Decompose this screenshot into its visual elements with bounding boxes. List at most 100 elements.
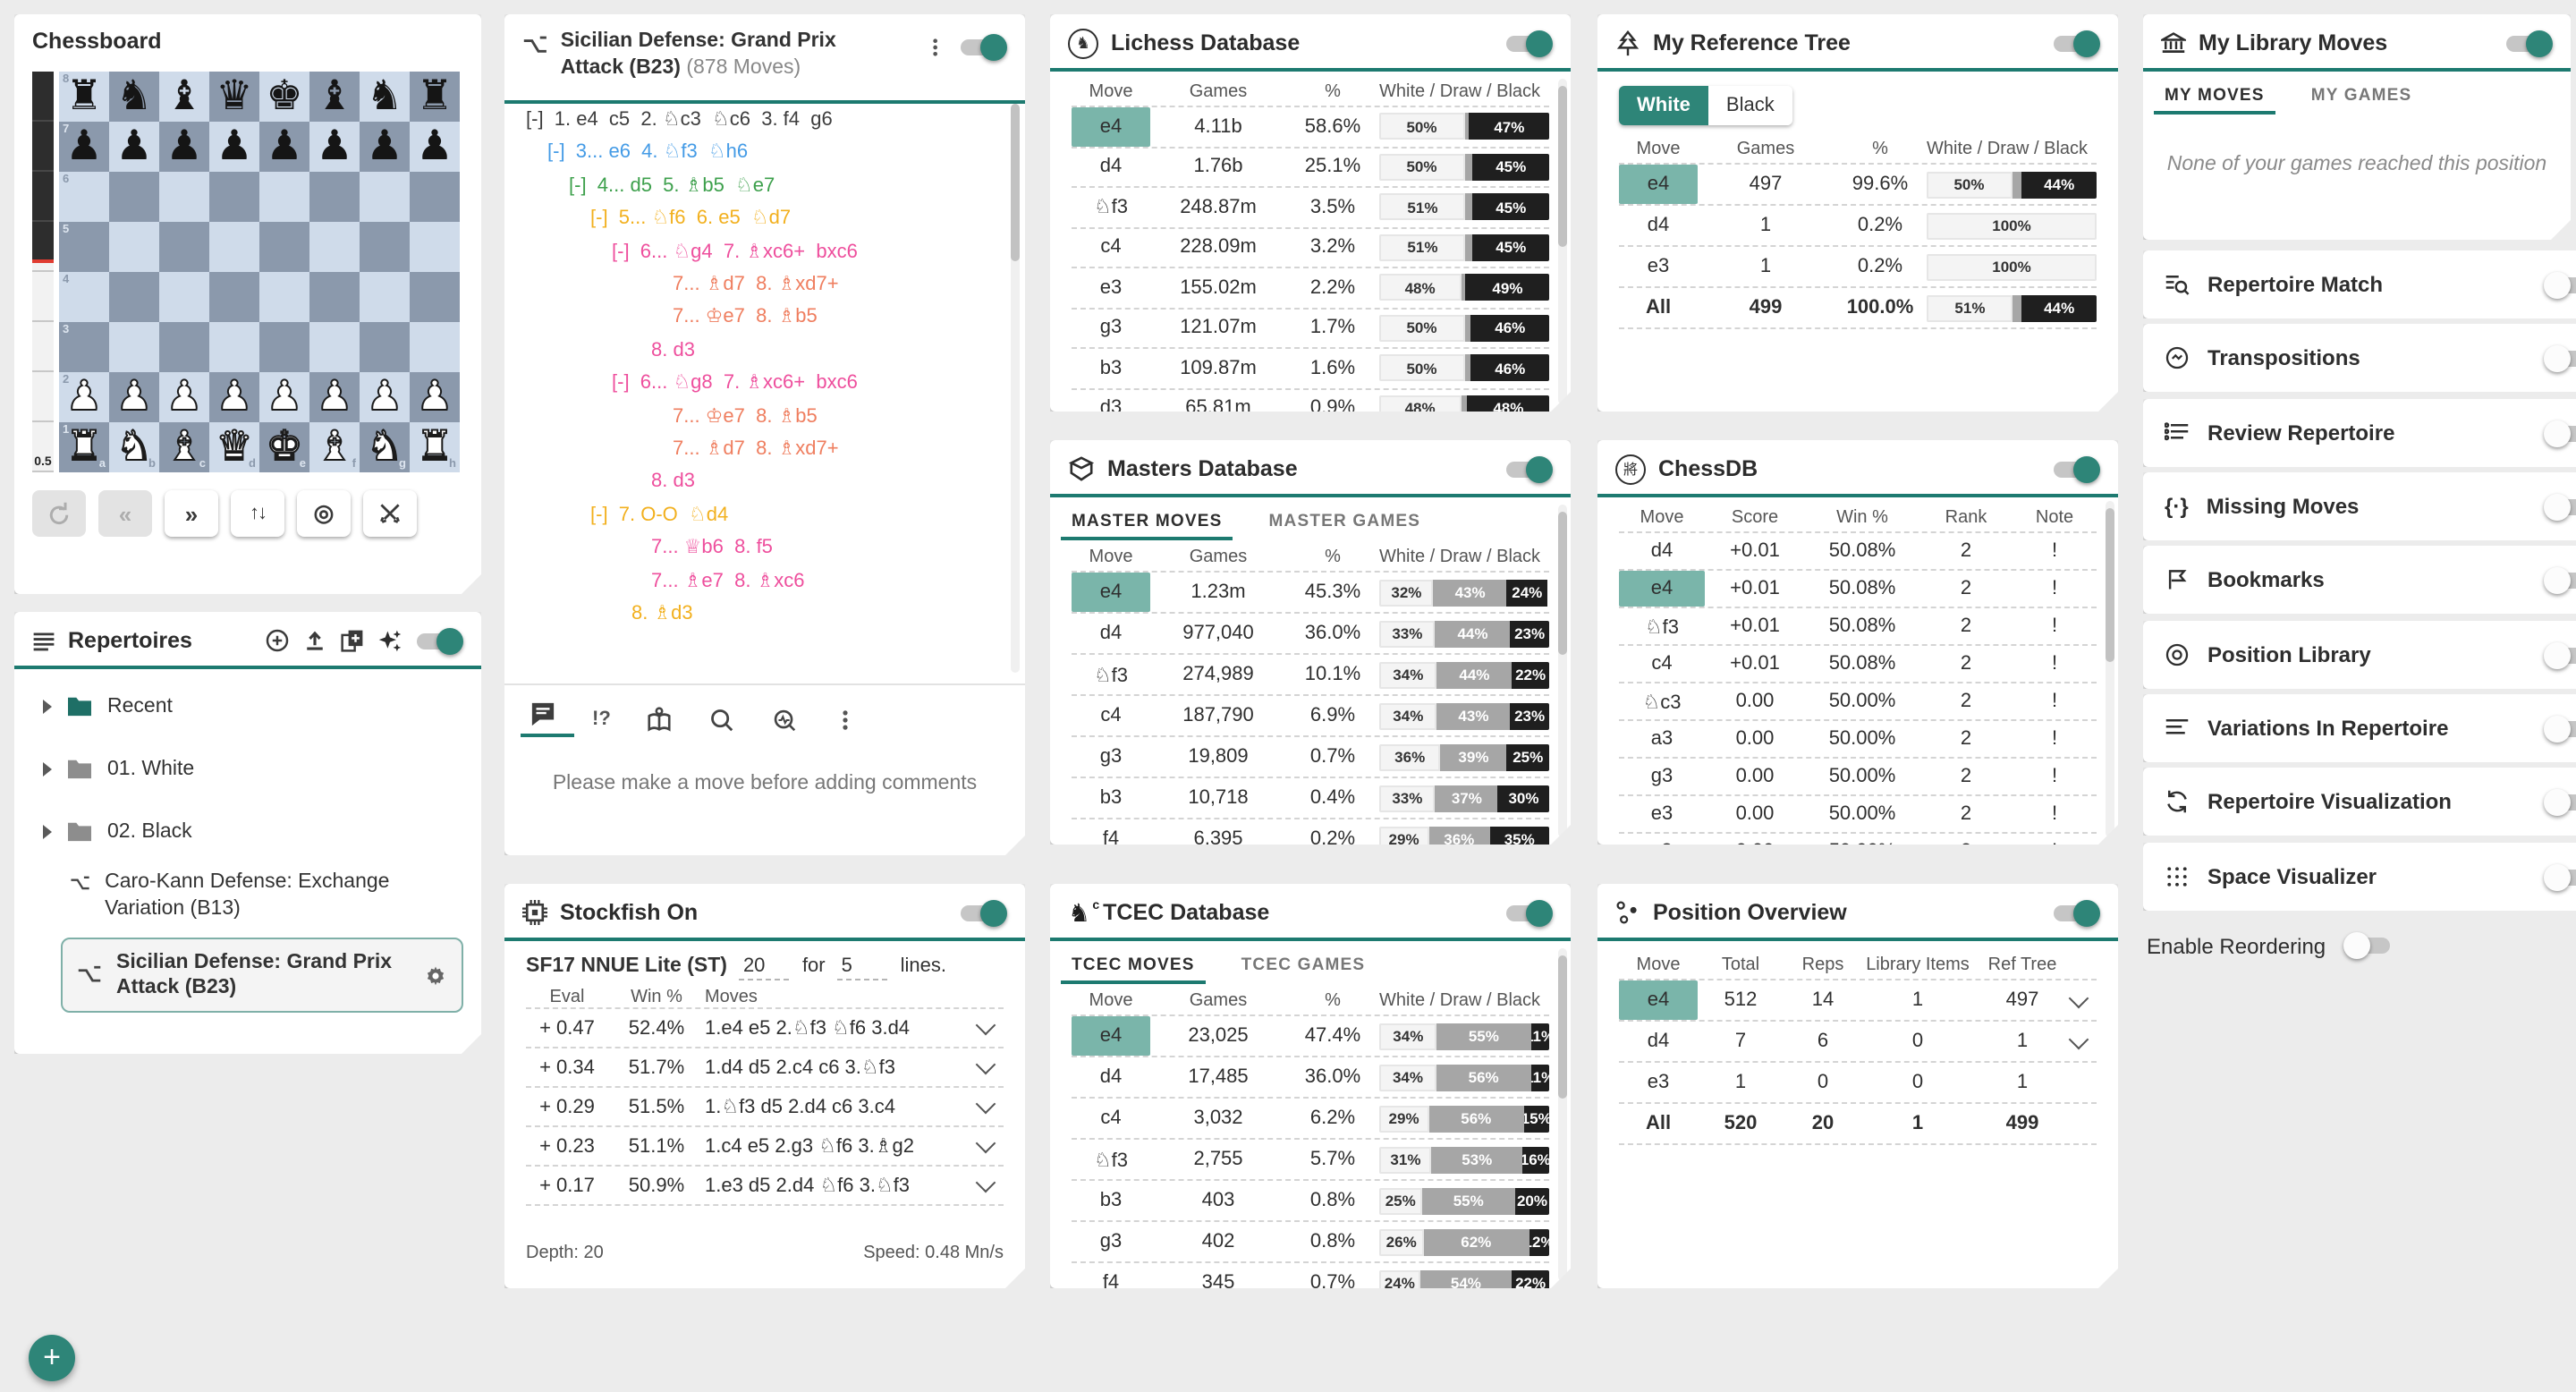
- annotation-tab[interactable]: !?: [592, 709, 611, 730]
- square-a6[interactable]: 6: [59, 172, 109, 222]
- tab-master-moves[interactable]: MASTER MOVES: [1072, 512, 1223, 540]
- square-b7[interactable]: ♟: [109, 122, 159, 172]
- scrollbar-thumb[interactable]: [1011, 104, 1020, 261]
- square-b6[interactable]: [109, 172, 159, 222]
- square-g2[interactable]: ♟: [360, 372, 410, 422]
- sidebar-item-black[interactable]: 02. Black: [43, 819, 192, 843]
- square-g6[interactable]: [360, 172, 410, 222]
- move-row[interactable]: b3 109.87m 1.6% 50% 46%: [1072, 349, 1549, 389]
- expand-chevron-icon[interactable]: [976, 1094, 996, 1115]
- square-f2[interactable]: ♟: [309, 372, 360, 422]
- learn-tab[interactable]: [647, 706, 674, 733]
- engine-line[interactable]: + 0.34 51.7% 1.d4 d5 2.c4 c6 3.♘f3: [526, 1048, 1004, 1088]
- square-g3[interactable]: [360, 322, 410, 372]
- card-position-library[interactable]: Position Library: [2143, 621, 2576, 689]
- move-row[interactable]: e4 4.11b 58.6% 50% 47%: [1072, 106, 1549, 148]
- square-c1[interactable]: ♝ c: [159, 422, 209, 472]
- move-row[interactable]: d4 +0.01 50.08% 2!: [1619, 531, 2097, 571]
- card-transpositions[interactable]: Transpositions: [2143, 324, 2576, 392]
- square-b2[interactable]: ♟: [109, 372, 159, 422]
- depth-input[interactable]: 20: [740, 955, 790, 980]
- tab-my-moves[interactable]: MY MOVES: [2165, 86, 2265, 115]
- square-a4[interactable]: 4: [59, 272, 109, 322]
- tree-line[interactable]: 7... ♕b6 8. f5: [651, 537, 773, 559]
- tree-line[interactable]: 7... ♗d7 8. ♗xd7+: [673, 438, 839, 461]
- transpositions-toggle[interactable]: [2544, 344, 2576, 371]
- menu-icon[interactable]: [32, 629, 55, 652]
- square-e7[interactable]: ♟: [259, 122, 309, 172]
- expand-chevron-icon[interactable]: [2069, 988, 2089, 1008]
- tree-line[interactable]: [-] 1. e4 c5 2. ♘c3 ♘c6 3. f4 g6: [526, 109, 833, 131]
- space-visualizer-toggle[interactable]: [2544, 863, 2576, 890]
- reference-tree-toggle[interactable]: [2052, 30, 2100, 56]
- square-f4[interactable]: [309, 272, 360, 322]
- copy-plus-icon[interactable]: [340, 628, 365, 653]
- move-row[interactable]: ♘f3 +0.01 50.08% 2!: [1619, 608, 2097, 646]
- lines-input[interactable]: 5: [838, 955, 888, 980]
- square-h5[interactable]: [410, 222, 460, 272]
- move-row[interactable]: e4 +0.01 50.08% 2!: [1619, 571, 2097, 608]
- sidebar-item-caro-kann[interactable]: Caro-Kann Defense: Exchange Variation (B…: [70, 870, 456, 923]
- expand-chevron-icon[interactable]: [976, 1133, 996, 1154]
- flip-board-button[interactable]: ↑↓: [231, 490, 284, 537]
- tree-line[interactable]: 8. d3: [651, 339, 695, 361]
- square-f5[interactable]: [309, 222, 360, 272]
- expand-chevron-icon[interactable]: [2069, 1029, 2089, 1049]
- square-d6[interactable]: [209, 172, 259, 222]
- target-button[interactable]: ◎: [297, 490, 351, 537]
- variation-panel-toggle[interactable]: [959, 34, 1007, 61]
- move-row[interactable]: e3 1 0.2% 100%: [1619, 247, 2097, 288]
- square-h8[interactable]: ♜: [410, 72, 460, 122]
- add-circle-icon[interactable]: [265, 628, 290, 653]
- gear-icon[interactable]: [424, 963, 447, 987]
- sidebar-item-white[interactable]: 01. White: [43, 757, 194, 780]
- square-b5[interactable]: [109, 222, 159, 272]
- square-h4[interactable]: [410, 272, 460, 322]
- move-row[interactable]: c4 +0.01 50.08% 2!: [1619, 646, 2097, 683]
- upload-icon[interactable]: [302, 628, 327, 653]
- visualization-toggle[interactable]: [2544, 788, 2576, 815]
- tree-line[interactable]: 8. d3: [651, 471, 695, 493]
- tree-line[interactable]: [-] 7. O-O ♘d4: [590, 504, 729, 526]
- card-repertoire-visualization[interactable]: Repertoire Visualization: [2143, 768, 2576, 836]
- move-row[interactable]: ♘f3 274,989 10.1% 34% 44% 22%: [1072, 655, 1549, 696]
- scrollbar[interactable]: [1558, 948, 1567, 1281]
- caret-icon[interactable]: [43, 761, 52, 776]
- card-bookmarks[interactable]: Bookmarks: [2143, 546, 2576, 614]
- move-row[interactable]: e3 155.02m 2.2% 48% 49%: [1072, 268, 1549, 309]
- missing-moves-toggle[interactable]: [2544, 493, 2576, 520]
- expand-chevron-icon[interactable]: [976, 1173, 996, 1193]
- square-d1[interactable]: ♛ d: [209, 422, 259, 472]
- tree-line[interactable]: 7... ♗d7 8. ♗xd7+: [673, 274, 839, 296]
- review-repertoire-toggle[interactable]: [2544, 420, 2576, 446]
- scrollbar-thumb[interactable]: [1558, 955, 1567, 1099]
- enable-reordering-toggle[interactable]: [2343, 932, 2392, 959]
- scrollbar-thumb[interactable]: [2106, 508, 2114, 662]
- tree-line[interactable]: [-] 3... e6 4. ♘f3 ♘h6: [547, 141, 749, 164]
- tab-master-games[interactable]: MASTER GAMES: [1268, 512, 1421, 531]
- engine-line[interactable]: + 0.17 50.9% 1.e3 d5 2.d4 ♘f6 3.♘f3: [526, 1167, 1004, 1206]
- square-h2[interactable]: ♟: [410, 372, 460, 422]
- sidebar-item-recent[interactable]: Recent: [43, 694, 173, 717]
- add-fab-button[interactable]: +: [29, 1335, 75, 1381]
- analysis-search-tab[interactable]: [772, 706, 799, 733]
- square-d7[interactable]: ♟: [209, 122, 259, 172]
- square-f8[interactable]: ♝: [309, 72, 360, 122]
- square-a7[interactable]: ♟ 7: [59, 122, 109, 172]
- move-row[interactable]: e3 0.00 50.00% 2!: [1619, 796, 2097, 834]
- repertoire-match-toggle[interactable]: [2544, 271, 2576, 298]
- square-c4[interactable]: [159, 272, 209, 322]
- square-a1[interactable]: ♜ 1 a: [59, 422, 109, 472]
- move-row[interactable]: c4 228.09m 3.2% 51% 45%: [1072, 228, 1549, 268]
- square-d8[interactable]: ♛: [209, 72, 259, 122]
- comments-tab[interactable]: [530, 701, 556, 737]
- scrollbar[interactable]: [1558, 505, 1567, 837]
- square-g4[interactable]: [360, 272, 410, 322]
- move-row[interactable]: a3 0.00 50.00% 2!: [1619, 721, 2097, 759]
- tree-line[interactable]: 7... ♔e7 8. ♗b5: [673, 306, 818, 328]
- repertoires-toggle[interactable]: [415, 627, 463, 654]
- square-h3[interactable]: [410, 322, 460, 372]
